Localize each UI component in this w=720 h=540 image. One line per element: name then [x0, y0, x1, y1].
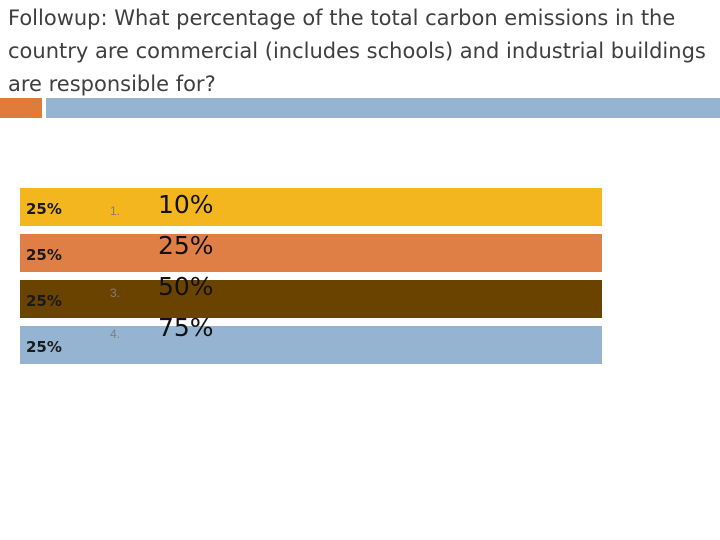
slide-title: Followup: What percentage of the total c… [8, 6, 706, 96]
answer-option-3[interactable]: 3. 50% [110, 272, 310, 318]
answer-text: 50% [158, 272, 214, 301]
bar-4 [20, 326, 602, 364]
bar-2 [20, 234, 602, 272]
answer-option-1[interactable]: 1. 10% [110, 190, 310, 236]
answer-number: 3. [110, 286, 121, 300]
answer-number: 1. [110, 204, 121, 218]
bar-value-label: 25% [26, 200, 62, 218]
answer-option-4[interactable]: 4. 75% [110, 313, 310, 359]
bar-3 [20, 280, 602, 318]
answer-text: 10% [158, 190, 214, 219]
answer-text: 75% [158, 313, 214, 342]
answer-number: 4. [110, 327, 121, 341]
bar-value-label: 25% [26, 292, 62, 310]
bar-value-label: 25% [26, 338, 62, 356]
bar-1 [20, 188, 602, 226]
bar-value-label: 25% [26, 246, 62, 264]
answer-option-2[interactable]: 25% [110, 231, 310, 277]
answer-text: 25% [158, 231, 214, 260]
accent-bar-left [0, 98, 42, 118]
accent-bar-right [46, 98, 720, 118]
